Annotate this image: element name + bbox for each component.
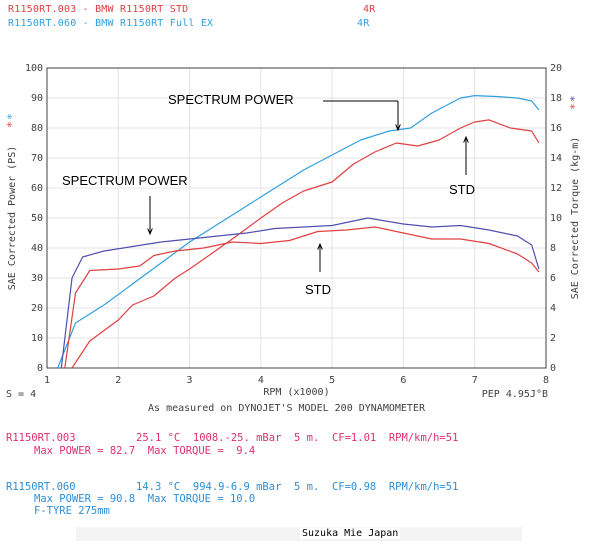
x-tick-label: 5 [329,375,335,386]
x-tick-label: 7 [472,375,478,386]
run2-extra: F-TYRE 275mm [34,505,110,517]
run2-header-id: R1150RT.060 - BMW R1150RT Full EX [8,18,214,29]
series-line-torque [64,226,540,369]
run1-max: Max POWER = 82.7 Max TORQUE = 9.4 [34,445,256,457]
y-right-tick-label: 10 [550,213,562,224]
x-tick-label: 8 [543,375,549,386]
annotation-std-right: STD [449,182,475,197]
run2-header-gear: 4R [357,18,370,29]
smoothing-label: S = 4 [6,389,36,400]
y-left-tick-label: 100 [25,63,43,74]
y-left-tick-label: 50 [31,213,43,224]
y-left-tick-label: 40 [31,243,43,254]
arrow-spectrum-top-head [395,124,401,132]
y-left-tick-label: 90 [31,93,43,104]
run2-max: Max POWER = 90.8 Max TORQUE = 10.0 [34,493,256,505]
right-marker-std: * [568,103,581,110]
chart-grid [46,67,547,369]
run1-header-gear: 4R [363,4,376,15]
chart-labels: RPM (x1000) SAE Corrected Power (PS) SAE C… [5,95,581,414]
y-left-tick-label: 80 [31,123,43,134]
run2-conditions: 14.3 °C 994.9-6.9 mBar 5 m. CF=0.98 RPM/… [136,481,459,493]
run1-id: R1150RT.003 [6,432,76,444]
x-tick-label: 4 [258,375,264,386]
y-left-tick-label: 60 [31,183,43,194]
run1-header-id: R1150RT.003 - BMW R1150RT STD [8,4,189,15]
dyno-subtitle: As measured on DYNOJET'S MODEL 200 DYNAM… [148,403,426,414]
y-right-tick-label: 14 [550,153,562,164]
pep-label: PEP 4.95J°B [482,389,548,400]
y-left-tick-label: 20 [31,303,43,314]
chart-axes [46,67,547,369]
y-left-tick-label: 0 [37,363,43,374]
y-right-tick-label: 0 [550,363,556,374]
footer-location: Suzuka Mie Japan [300,528,401,539]
left-marker-std: * [5,121,18,128]
y-left-axis-label: SAE Corrected Power (PS) [7,146,18,291]
y-right-tick-label: 8 [550,243,556,254]
y-right-tick-label: 2 [550,333,556,344]
series-line-power [57,94,540,369]
arrow-std-right-head [463,135,469,143]
chart-ticks: 1 2 3 4 5 6 7 801020304050607080901000246810121… [25,63,562,386]
chart-series [57,94,540,369]
annotation-spectrum-power-top: SPECTRUM POWER [168,92,294,107]
y-right-tick-label: 12 [550,183,562,194]
arrow-std-mid-head [317,242,323,250]
right-marker-spectrum: * [568,95,581,102]
run1-conditions: 25.1 °C 1008.-25. mBar 5 m. CF=1.01 RPM/… [136,432,459,444]
x-tick-label: 2 [115,375,121,386]
x-tick-label: 1 [44,375,50,386]
y-right-tick-label: 4 [550,303,556,314]
arrow-spectrum-left-head [147,228,153,236]
x-axis-label: RPM (x1000) [263,387,329,398]
y-right-tick-label: 18 [550,93,562,104]
left-marker-spectrum: * [5,113,18,120]
y-right-tick-label: 20 [550,63,562,74]
series-line-power [71,119,540,369]
annotation-spectrum-power-left: SPECTRUM POWER [62,173,188,188]
y-left-tick-label: 30 [31,273,43,284]
y-left-tick-label: 10 [31,333,43,344]
y-right-axis-label: SAE Corrected Torque (kg-m) [570,137,581,300]
annotation-std-mid: STD [305,282,331,297]
series-line-torque [60,217,540,369]
footer-bar [76,527,522,541]
y-right-tick-label: 6 [550,273,556,284]
x-tick-label: 6 [400,375,406,386]
x-tick-label: 3 [187,375,193,386]
y-right-tick-label: 16 [550,123,562,134]
run2-id: R1150RT.060 [6,481,76,493]
plot-frame [46,67,547,369]
dyno-chart: 1 2 3 4 5 6 7 801020304050607080901000246810121… [5,63,581,414]
y-left-tick-label: 70 [31,153,43,164]
